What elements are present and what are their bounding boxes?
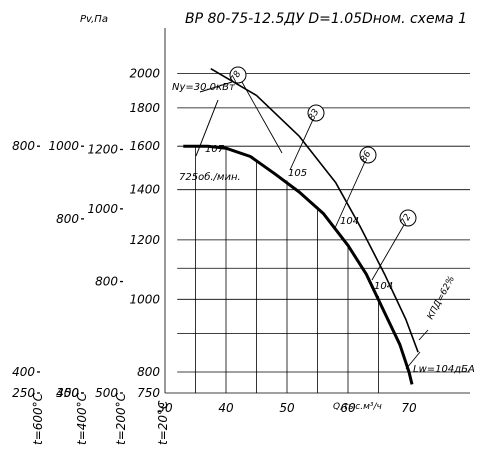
point-label: 104 (340, 216, 359, 227)
efficiency-leader (334, 154, 369, 229)
pressure-unit: Pv,Па (80, 14, 108, 25)
pressure-tick-label: 1400 (129, 183, 160, 197)
fan-curve (183, 144, 414, 385)
temperature-caption: t=200°C (114, 392, 128, 445)
temperature-caption: t=20°C (156, 400, 170, 445)
point-label: 105 (288, 168, 307, 179)
pressure-tick-label: 400 (12, 365, 35, 379)
pressure-tick-label: 1200 (87, 142, 118, 156)
x-tick-label: 70 (401, 401, 417, 415)
annotations: Ny=30.0кВт725об./мин.1071051041047883867… (172, 66, 475, 375)
pressure-tick-label: 1000 (87, 202, 118, 216)
power-label-leader (195, 99, 219, 157)
plot-grid (164, 28, 470, 394)
pressure-tick-label: 800 (95, 275, 118, 289)
efficiency-circle (359, 146, 377, 164)
pressure-tick-label: 1200 (129, 233, 160, 247)
point-label: 104 (374, 281, 393, 292)
sound-level-leader (405, 351, 421, 370)
power-label-leader (199, 81, 233, 93)
pressure-tick-label: 800 (137, 365, 160, 379)
x-tick-label: 50 (279, 401, 295, 415)
x-axis: 30 40 50 60 70 Q,тыс.м³/ч (157, 401, 417, 415)
speed-label: 725об./мин. (179, 171, 241, 183)
sound-level: Lw=104дБА (413, 364, 475, 375)
efficiency-circle (229, 66, 247, 84)
pressure-tick-label: 800 (56, 212, 79, 226)
pressure-tick-label: 350 (56, 386, 79, 400)
x-tick-label: 40 (218, 401, 234, 415)
temperature-caption: t=600°C (31, 392, 45, 445)
efficiency-note: КПД=62% (426, 275, 457, 322)
pressure-tick-label: 1600 (129, 139, 160, 153)
pressure-tick-label: 1800 (129, 101, 160, 115)
efficiency-note-leader (418, 329, 429, 341)
efficiency-circle (399, 209, 417, 227)
efficiency-leader (289, 112, 317, 171)
pressure-tick-label: 800 (12, 139, 35, 153)
x-axis-label: Q,тыс.м³/ч (333, 402, 382, 412)
point-label: 107 (205, 144, 225, 155)
pressure-tick-label: 500 (95, 386, 118, 400)
pressure-tick-label: 750 (137, 386, 160, 400)
x-tick-label: 30 (157, 401, 173, 415)
temperature-caption: t=400°C (75, 392, 89, 445)
power-curve (210, 68, 419, 353)
x-tick-label: 60 (340, 401, 356, 415)
pressure-tick-label: 400 (56, 386, 79, 400)
pressure-scales: 750 800 1000 1200 1400 1600 1800 2000 t=20°C 500 8… (12, 67, 170, 445)
efficiency-leader (237, 74, 283, 154)
power-label: Ny=30.0кВт (172, 82, 236, 93)
efficiency-leader (371, 217, 409, 281)
curves (183, 68, 419, 385)
pressure-tick-label: 1000 (129, 292, 160, 306)
chart-title: ВР 80-75-12.5ДУ D=1.05Dном. схема 1 (185, 11, 467, 27)
pressure-tick-label: 2000 (129, 67, 160, 81)
pressure-tick-label: 1000 (48, 139, 79, 153)
pressure-tick-label: 250 (12, 386, 35, 400)
efficiency-circle (307, 104, 325, 122)
